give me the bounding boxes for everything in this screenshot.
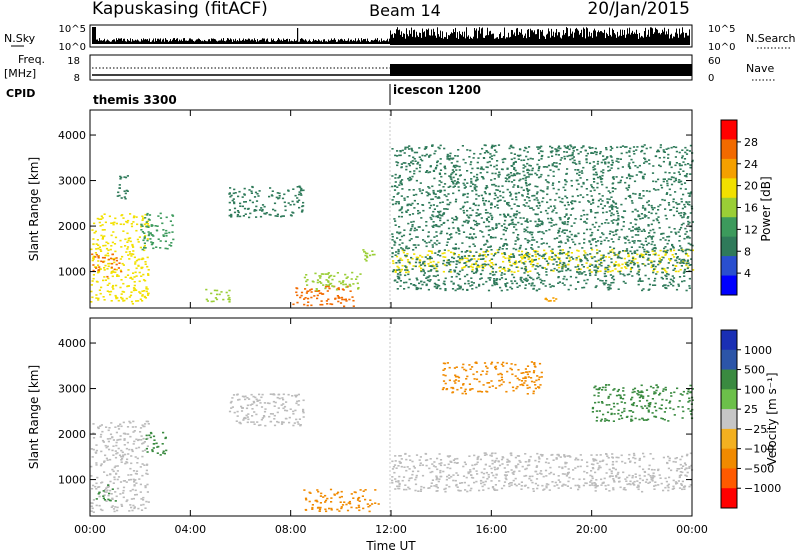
power-plot-area xyxy=(90,110,692,308)
date-label: 20/Jan/2015 xyxy=(587,0,690,19)
y-tick-label: 4000 xyxy=(58,337,86,350)
y-tick-label: 2000 xyxy=(58,428,86,441)
velocity-colorbar-tick-label: −1000 xyxy=(744,482,781,495)
nave-label: Nave xyxy=(746,62,774,75)
nsearch-label: N.Search xyxy=(746,32,796,45)
beam-label: Beam 14 xyxy=(369,1,441,20)
nsky-tick-bottom: 10^0 xyxy=(59,42,86,53)
nave-tick-bottom: 0 xyxy=(708,73,714,84)
velocity-colorbar-tick-label: 25 xyxy=(744,403,758,416)
power-colorbar-swatch xyxy=(721,159,737,179)
power-colorbar-tick-label: 16 xyxy=(744,202,758,215)
power-colorbar-swatch xyxy=(721,198,737,218)
nave-dense-block xyxy=(390,64,692,76)
velocity-colorbar-swatch xyxy=(721,468,737,488)
power-colorbar-tick-label: 20 xyxy=(744,180,758,193)
nsky-tick-top: 10^5 xyxy=(59,24,86,35)
velocity-colorbar-swatch xyxy=(721,330,737,350)
x-tick-label: 16:00 xyxy=(475,523,507,536)
power-colorbar-tick-label: 24 xyxy=(744,158,758,171)
velocity-colorbar-swatch xyxy=(721,429,737,449)
power-ylabel: Slant Range [km] xyxy=(27,157,41,261)
x-tick-label: 00:00 xyxy=(676,523,708,536)
velocity-colorbar-swatches xyxy=(721,330,737,509)
cpid-row: CPID themis 3300 icescon 1200 xyxy=(6,83,481,107)
y-tick-label: 4000 xyxy=(58,129,86,142)
velocity-colorbar-label: Velocity [m s⁻¹] xyxy=(765,372,779,465)
velocity-colorbar-swatch xyxy=(721,449,737,469)
power-colorbar-swatches xyxy=(721,120,737,296)
freq-label-1: Freq. xyxy=(18,53,45,66)
power-colorbar-ticks: 4 8 12 16 20 24 28 xyxy=(737,136,758,280)
nsearch-tick-top: 10^5 xyxy=(708,24,735,35)
power-colorbar-swatch xyxy=(721,120,737,140)
nave-tick-top: 60 xyxy=(708,56,721,67)
velocity-colorbar-tick-label: 1000 xyxy=(744,344,772,357)
velocity-colorbar-swatch xyxy=(721,389,737,409)
freq-tick-bottom: 8 xyxy=(74,73,80,84)
nsearch-tick-bottom: 10^0 xyxy=(708,42,735,53)
x-tick-label: 08:00 xyxy=(275,523,307,536)
y-tick-label: 3000 xyxy=(58,383,86,396)
cpid-label: CPID xyxy=(6,87,35,100)
x-tick-label: 12:00 xyxy=(375,523,407,536)
freq-strip: Freq. [MHz] 18 8 60 0 Nave xyxy=(4,53,776,84)
nsky-strip: N.Sky 10^5 10^0 10^5 10^0 N.Search xyxy=(4,24,796,53)
radar-title: Kapuskasing (fitACF) xyxy=(92,0,268,19)
power-colorbar: 4 8 12 16 20 24 28 Power [dB] xyxy=(721,120,773,296)
y-tick-label: 1000 xyxy=(58,266,86,279)
nsky-label: N.Sky xyxy=(4,32,36,45)
power-colorbar-swatch xyxy=(721,256,737,276)
velocity-colorbar-swatch xyxy=(721,370,737,390)
cpid-segment-1: themis 3300 xyxy=(93,93,177,107)
x-tick-label: 20:00 xyxy=(576,523,608,536)
power-colorbar-swatch xyxy=(721,276,737,296)
power-colorbar-tick-label: 4 xyxy=(744,267,751,280)
power-colorbar-swatch xyxy=(721,178,737,198)
power-colorbar-swatch xyxy=(721,237,737,257)
time-axis-label: Time UT xyxy=(365,539,416,553)
x-tick-label: 00:00 xyxy=(74,523,106,536)
power-colorbar-swatch xyxy=(721,217,737,237)
velocity-colorbar-tick-label: 500 xyxy=(744,364,765,377)
freq-label-2: [MHz] xyxy=(4,67,36,80)
power-colorbar-tick-label: 28 xyxy=(744,136,758,149)
velocity-colorbar-tick-label: −25 xyxy=(744,423,767,436)
y-tick-label: 3000 xyxy=(58,175,86,188)
velocity-colorbar-swatch xyxy=(721,409,737,429)
y-tick-label: 1000 xyxy=(58,474,86,487)
y-tick-label: 2000 xyxy=(58,220,86,233)
power-colorbar-label: Power [dB] xyxy=(759,176,773,241)
power-colorbar-tick-label: 12 xyxy=(744,223,758,236)
velocity-colorbar-swatch xyxy=(721,488,737,508)
velocity-colorbar-swatch xyxy=(721,350,737,370)
velocity-ylabel: Slant Range [km] xyxy=(27,365,41,469)
power-colorbar-tick-label: 8 xyxy=(744,245,751,258)
freq-tick-top: 18 xyxy=(67,56,80,67)
power-colorbar-swatch xyxy=(721,139,737,159)
cpid-segment-2: icescon 1200 xyxy=(393,83,481,97)
velocity-plot-area xyxy=(90,318,692,516)
nsky-bars xyxy=(92,27,690,45)
x-tick-label: 04:00 xyxy=(174,523,206,536)
power-panel: 1000 2000 3000 4000 Slant Range [km] xyxy=(27,110,694,308)
velocity-colorbar-tick-label: 100 xyxy=(744,383,765,396)
